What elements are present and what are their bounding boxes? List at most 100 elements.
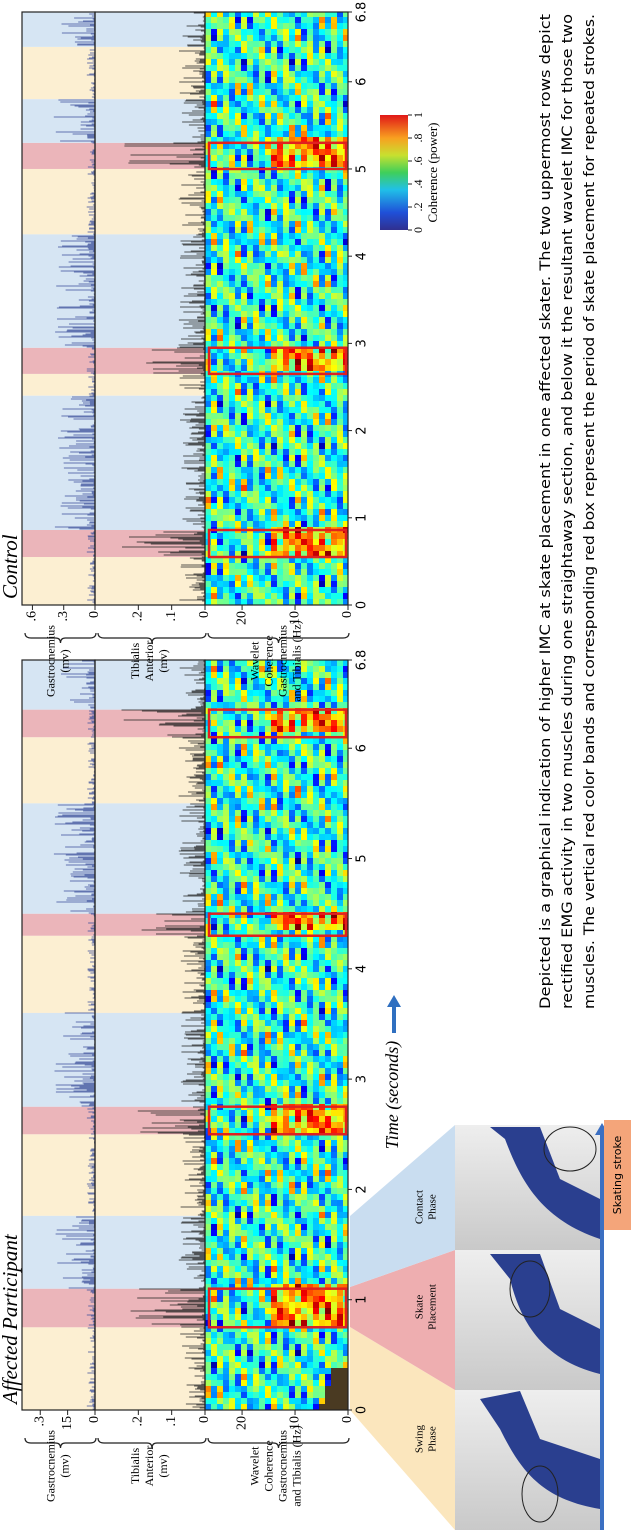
heatmap-cell xyxy=(313,1194,319,1200)
heatmap-cell xyxy=(277,882,283,888)
heatmap-cell xyxy=(265,383,271,389)
heatmap-cell xyxy=(265,563,271,569)
heatmap-cell xyxy=(319,1176,325,1182)
heatmap-cell xyxy=(337,425,343,431)
heatmap-cell xyxy=(271,1392,277,1398)
heatmap-cell xyxy=(247,726,253,732)
heatmap-cell xyxy=(325,1278,331,1284)
heatmap-cell xyxy=(283,1350,289,1356)
heatmap-cell xyxy=(235,1092,241,1098)
heatmap-cell xyxy=(313,1008,319,1014)
heatmap-cell xyxy=(319,515,325,521)
heatmap-cell xyxy=(271,1008,277,1014)
heatmap-cell xyxy=(295,449,301,455)
heatmap-cell xyxy=(229,1254,235,1260)
heatmap-cell xyxy=(343,696,348,702)
heatmap-cell xyxy=(265,1338,271,1344)
heatmap-cell xyxy=(253,990,259,996)
heatmap-cell xyxy=(319,726,325,732)
heatmap-cell xyxy=(295,413,301,419)
heatmap-cell xyxy=(313,1356,319,1362)
heatmap-cell xyxy=(325,1308,331,1314)
heatmap-cell xyxy=(277,575,283,581)
heatmap-cell xyxy=(277,1272,283,1278)
heatmap-cell xyxy=(265,269,271,275)
heatmap-cell xyxy=(235,678,241,684)
heatmap-cell xyxy=(289,882,295,888)
heatmap-cell xyxy=(325,1116,331,1122)
heatmap-cell xyxy=(247,954,253,960)
heatmap-cell xyxy=(235,245,241,251)
heatmap-cell xyxy=(223,918,229,924)
heatmap-cell xyxy=(247,690,253,696)
heatmap-cell xyxy=(307,1140,313,1146)
heatmap-cell xyxy=(253,1260,259,1266)
heatmap-cell xyxy=(247,816,253,822)
heatmap-cell xyxy=(295,155,301,161)
heatmap-cell xyxy=(277,1008,283,1014)
heatmap-cell xyxy=(283,293,289,299)
heatmap-cell xyxy=(235,359,241,365)
heatmap-cell xyxy=(247,539,253,545)
heatmap-cell xyxy=(301,1110,307,1116)
heatmap-cell xyxy=(259,293,265,299)
heatmap-cell xyxy=(283,185,289,191)
heatmap-cell xyxy=(223,1308,229,1314)
heatmap-cell xyxy=(337,491,343,497)
heatmap-cell xyxy=(223,660,229,666)
heatmap-cell xyxy=(229,1332,235,1338)
heatmap-cell xyxy=(301,455,307,461)
heatmap-cell xyxy=(259,281,265,287)
heatmap-cell xyxy=(235,281,241,287)
heatmap-cell xyxy=(313,1014,319,1020)
heatmap-cell xyxy=(271,203,277,209)
heatmap-cell xyxy=(337,660,343,666)
y-tick-label: 15 xyxy=(60,1416,75,1430)
heatmap-cell xyxy=(283,1398,289,1404)
heatmap-cell xyxy=(259,329,265,335)
heatmap-cell xyxy=(283,1092,289,1098)
heatmap-cell xyxy=(259,1020,265,1026)
heatmap-cell xyxy=(259,1074,265,1080)
heatmap-cell xyxy=(343,900,348,906)
heatmap-cell xyxy=(205,1194,211,1200)
heatmap-cell xyxy=(223,690,229,696)
heatmap-cell xyxy=(265,131,271,137)
heatmap-cell xyxy=(283,1362,289,1368)
heatmap-cell xyxy=(271,990,277,996)
heatmap-cell xyxy=(313,593,319,599)
heatmap-cell xyxy=(277,263,283,269)
heatmap-cell xyxy=(277,455,283,461)
heatmap-cell xyxy=(283,341,289,347)
heatmap-cell xyxy=(265,1032,271,1038)
heatmap-cell xyxy=(241,978,247,984)
heatmap-cell xyxy=(235,203,241,209)
heatmap-cell xyxy=(301,846,307,852)
heatmap-cell xyxy=(319,738,325,744)
heatmap-cell xyxy=(301,1254,307,1260)
heatmap-cell xyxy=(307,395,313,401)
heatmap-cell xyxy=(211,1080,217,1086)
heatmap-cell xyxy=(271,1002,277,1008)
heatmap-cell xyxy=(271,1260,277,1266)
heatmap-cell xyxy=(331,1374,337,1380)
heatmap-cell xyxy=(337,461,343,467)
heatmap-cell xyxy=(229,239,235,245)
heatmap-cell xyxy=(295,377,301,383)
heatmap-cell xyxy=(217,203,223,209)
heatmap-cell xyxy=(313,924,319,930)
heatmap-cell xyxy=(217,1092,223,1098)
heatmap-cell xyxy=(325,1296,331,1302)
heatmap-cell xyxy=(253,816,259,822)
heatmap-cell xyxy=(295,1308,301,1314)
heatmap-cell xyxy=(211,870,217,876)
heatmap-cell xyxy=(289,389,295,395)
heatmap-cell xyxy=(247,569,253,575)
heatmap-cell xyxy=(235,876,241,882)
heatmap-cell xyxy=(331,1140,337,1146)
heatmap-cell xyxy=(325,924,331,930)
heatmap-cell xyxy=(253,954,259,960)
phase-band xyxy=(22,914,205,936)
heatmap-cell xyxy=(229,1188,235,1194)
heatmap-cell xyxy=(271,287,277,293)
